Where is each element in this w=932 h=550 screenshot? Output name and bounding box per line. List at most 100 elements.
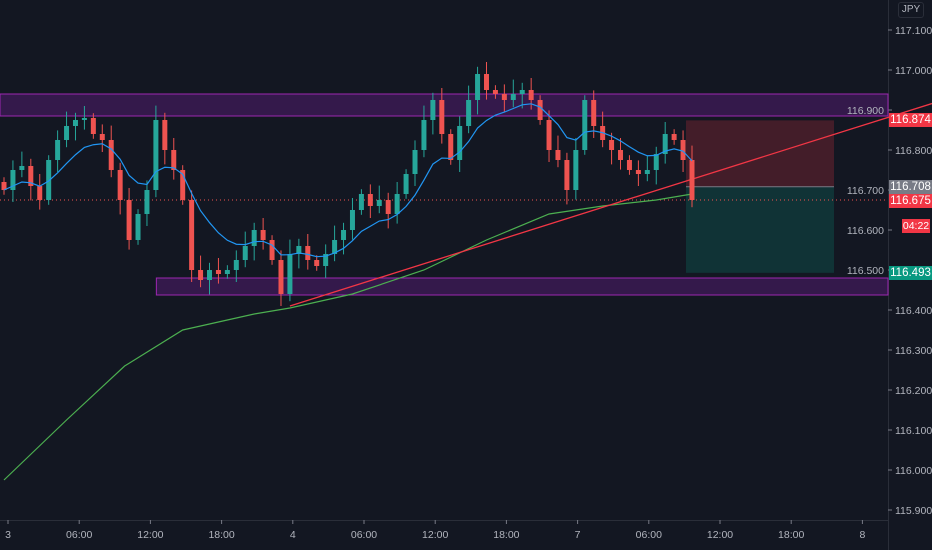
candle-body (644, 170, 650, 174)
price-tick-label: 116.900 (847, 105, 884, 117)
candle-body (72, 120, 78, 126)
candle-body (555, 150, 561, 160)
candle-body (421, 120, 427, 150)
candle-body (260, 230, 266, 240)
candle-body (99, 134, 105, 140)
price-tick-label: 116.500 (847, 265, 884, 277)
moving-average-long (3, 193, 693, 481)
price-tick-label: 116.000 (895, 465, 932, 477)
candle-body (251, 230, 257, 246)
price-tag: 116.874 (889, 113, 932, 128)
candle-body (135, 214, 141, 240)
candle-body (653, 154, 659, 170)
time-tick-label: 06:00 (636, 529, 662, 541)
time-tick-label: 06:00 (351, 529, 377, 541)
stop-loss-zone (686, 120, 834, 187)
candle-body (215, 270, 221, 274)
candle-body (64, 126, 70, 140)
candle-body (144, 190, 150, 214)
candle-body (635, 170, 641, 174)
candle-body (448, 134, 454, 160)
price-tick-label: 116.400 (895, 305, 932, 317)
candle-body (296, 246, 302, 254)
candle-body (126, 200, 132, 240)
candle-body (626, 160, 632, 170)
bar-countdown: 04:22 (902, 219, 930, 233)
candle-body (528, 90, 534, 100)
candle-body (439, 100, 445, 134)
candle-body (171, 150, 177, 170)
supply-demand-zone (155, 277, 889, 296)
candle-body (519, 90, 525, 94)
candle-body (609, 140, 615, 150)
candle-body (349, 210, 355, 230)
candle-body (117, 170, 123, 200)
time-tick-label: 18:00 (778, 529, 804, 541)
candle-body (671, 134, 677, 140)
candle-body (376, 200, 382, 206)
candle-body (537, 100, 543, 120)
candle-body (573, 150, 579, 190)
candle-body (483, 74, 489, 90)
candle-body (46, 160, 52, 200)
candle-body (430, 100, 436, 120)
candle-body (162, 120, 168, 150)
candle-body (153, 120, 159, 190)
candle-body (90, 118, 96, 134)
candle-body (582, 100, 588, 150)
price-tick-label: 117.000 (895, 65, 932, 77)
price-tick-label: 116.700 (847, 185, 884, 197)
time-tick-label: 12:00 (137, 529, 163, 541)
candle-body (81, 118, 87, 120)
candle-body (367, 194, 373, 206)
candle-body (591, 100, 597, 126)
candle-body (19, 166, 25, 170)
candle-body (1, 182, 7, 190)
price-tick-label: 115.900 (895, 505, 932, 517)
price-tag: 116.675 (889, 193, 932, 208)
candle-body (385, 200, 391, 214)
candle-body (412, 150, 418, 174)
time-tick-label: 18:00 (493, 529, 519, 541)
candle-body (207, 270, 213, 280)
currency-label[interactable]: JPY (898, 2, 924, 18)
candle-body (189, 200, 195, 270)
candle-body (55, 140, 61, 160)
candle-body (341, 230, 347, 240)
time-tick-label: 06:00 (66, 529, 92, 541)
candle-body (332, 240, 338, 254)
candle-body (305, 246, 311, 260)
candle-body (180, 170, 186, 200)
price-tick-label: 116.600 (847, 225, 884, 237)
candle-body (323, 254, 329, 266)
take-profit-zone (686, 186, 834, 273)
time-tick-label: 8 (859, 529, 865, 541)
candle-body (10, 170, 16, 190)
candle-body (242, 246, 248, 260)
time-tick-label: 12:00 (422, 529, 448, 541)
candle-body (394, 194, 400, 214)
candle-body (564, 160, 570, 190)
candle-body (358, 194, 364, 210)
price-tag: 116.493 (889, 265, 932, 280)
moving-average-short (3, 103, 693, 258)
candle-body (269, 240, 275, 260)
time-tick-label: 4 (290, 529, 296, 541)
candle-body (37, 186, 43, 200)
candle-body (198, 270, 204, 280)
price-tag: 116.708 (889, 179, 932, 194)
candle-body (618, 150, 624, 160)
price-tick-label: 116.100 (895, 425, 932, 437)
candle-body (28, 166, 34, 186)
candle-body (403, 174, 409, 194)
candle-body (510, 94, 516, 100)
candle-body (475, 74, 481, 100)
price-tick-label: 117.100 (895, 25, 932, 37)
candle-body (492, 90, 498, 94)
candle-body (224, 270, 230, 274)
candle-body (108, 140, 114, 170)
candle-body (546, 120, 552, 150)
time-tick-label: 18:00 (208, 529, 234, 541)
